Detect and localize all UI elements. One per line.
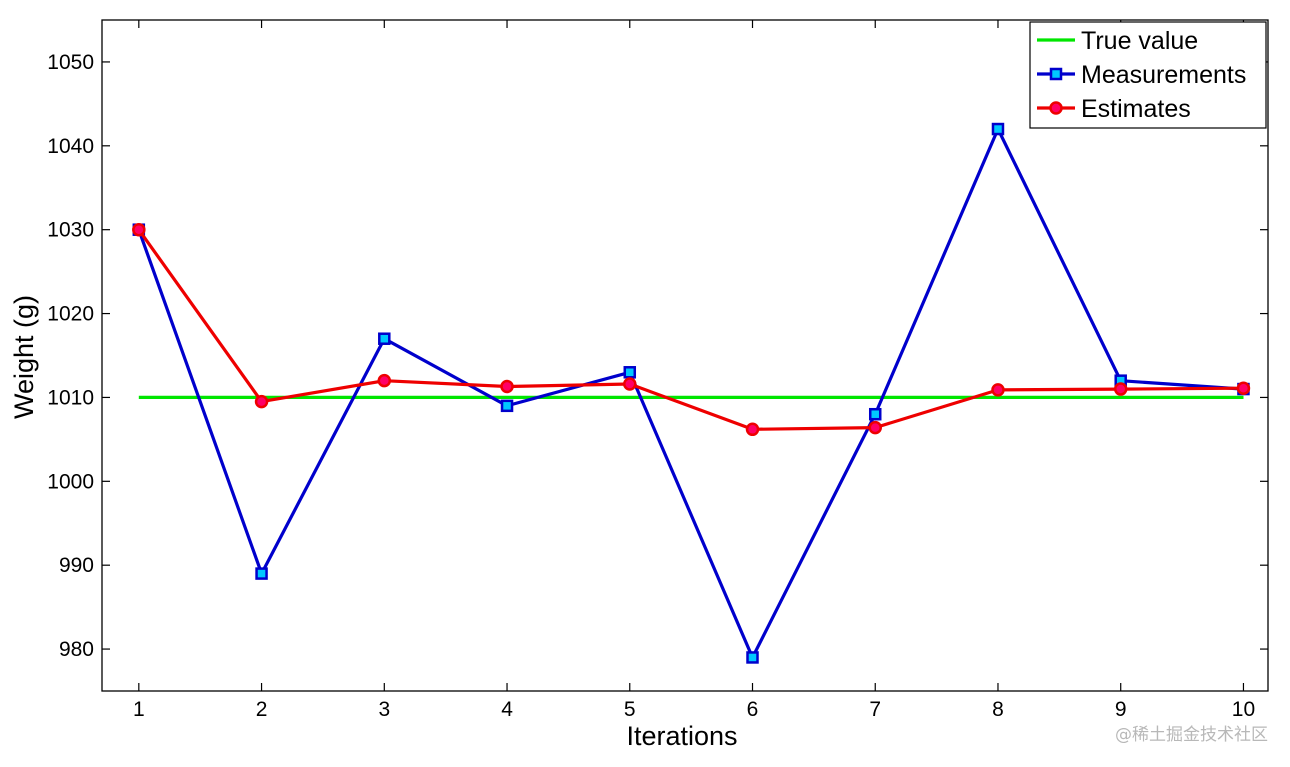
x-tick-label: 1 [133,698,145,721]
legend-label-estimates: Estimates [1081,95,1191,123]
y-tick-label: 1020 [47,303,94,326]
data-point-measurements [623,366,637,379]
series-line-estimates [137,228,1244,431]
y-axis-label: Weight (g) [9,295,39,419]
data-point-measurements [991,122,1005,136]
data-point-estimates [377,373,392,388]
legend-marker-estimates [1049,101,1063,115]
x-tick-label: 10 [1232,698,1255,721]
data-point-measurements [746,651,759,664]
y-tick-label: 1040 [47,135,94,158]
x-tick-label: 8 [992,698,1004,721]
x-tick-label: 4 [501,698,513,721]
x-tick-label: 3 [378,698,390,721]
data-point-estimates [745,422,760,437]
data-point-measurements [500,399,514,413]
data-point-estimates [500,379,514,394]
y-tick-label: 1010 [47,386,94,409]
data-point-measurements [378,332,391,345]
y-tick-label: 980 [59,638,94,661]
watermark: @稀土掘金技术社区 [1115,725,1268,745]
data-point-estimates [1113,382,1128,396]
legend-marker-measurements [1049,67,1063,81]
plot-area [101,19,1269,692]
y-tick-label: 1050 [47,51,94,74]
x-tick-label: 2 [256,698,268,721]
y-tick-label: 1030 [47,219,94,242]
series-line-measurements [137,127,1244,660]
x-tick-label: 9 [1115,698,1127,721]
x-tick-label: 7 [869,698,881,721]
x-axis-label: Iterations [626,721,737,751]
x-tick-label: 6 [747,698,759,721]
x-axis-ticks: 1 2 3 4 5 6 7 8 9 10 [133,20,1255,721]
data-point-estimates [1236,381,1251,395]
data-point-measurements [255,567,268,580]
y-tick-label: 990 [59,554,94,577]
y-tick-label: 1000 [47,470,94,493]
legend-label-measurements: Measurements [1081,61,1246,89]
data-point-estimates [254,394,269,409]
data-point-estimates [991,383,1005,397]
legend: True value Measurements Estimates [1029,21,1267,129]
data-point-estimates [132,222,146,237]
data-point-estimates [868,420,882,435]
legend-label-true-value: True value [1081,27,1198,55]
data-point-estimates [623,377,637,391]
y-axis-ticks: 980 990 1000 1010 1020 1030 1040 1050 [47,51,1268,661]
data-point-measurements [868,407,882,421]
series-layer [132,122,1251,664]
x-tick-label: 5 [624,698,636,721]
